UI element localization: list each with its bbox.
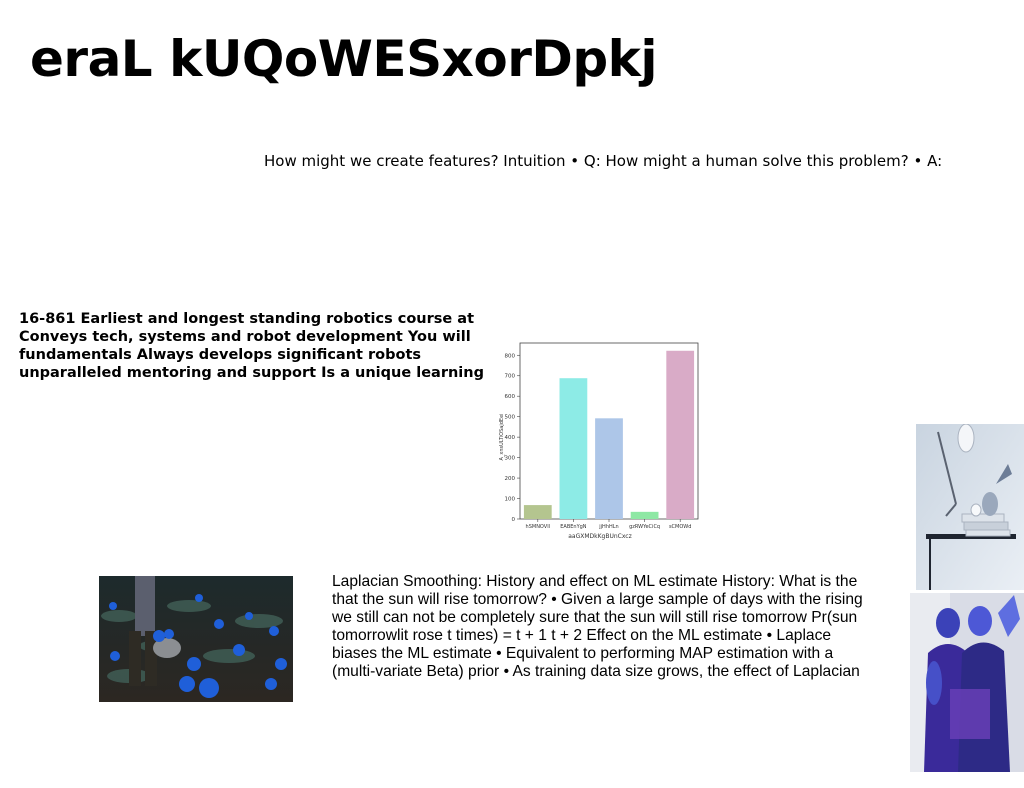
chart-x-axis-label: aaGXMDkKgBUnCxcz [568, 533, 632, 540]
bar-chart-svg: 0 100 200 300 400 500 600 700 800 hSMNOVIl EABEnYg… [499, 342, 699, 540]
chart-x-tick-label: hSMNOVIl [526, 524, 551, 530]
laplace-smoothing-text: Laplacian Smoothing: History and effect … [332, 573, 863, 680]
chart-y-tick-label: 700 [505, 374, 516, 380]
chart-y-tick-label: 600 [505, 394, 516, 400]
chart-y-tick-label: 300 [505, 456, 516, 462]
chart-x-tick-label: gzRWYeCiCq [629, 524, 660, 530]
chart-y-axis-label: A_xnsULTiOSajdEei [499, 413, 505, 460]
bar-chart: 0 100 200 300 400 500 600 700 800 hSMNOVIl EABEnYg… [494, 337, 706, 543]
chart-y-tick-label: 400 [505, 435, 516, 441]
lamp-photo [916, 424, 1024, 590]
chart-y-tick-label: 800 [505, 353, 516, 359]
chart-bar [595, 418, 623, 519]
slide-title: eraL kUQoWESxorDpkj [30, 30, 658, 88]
chart-y-tick-label: 100 [505, 497, 516, 503]
chart-x-tick-label: sCMOWd [669, 524, 691, 530]
course-description: 16-861 Earliest and longest standing rob… [19, 311, 484, 381]
chart-x-tick-label: EABEnYgN [560, 524, 587, 530]
chart-y-tick-label: 200 [505, 476, 516, 482]
intuition-text: How might we create features? Intuition … [264, 152, 943, 170]
chart-bar [630, 511, 659, 519]
chart-y-tick-label: 0 [512, 517, 516, 523]
chart-bar [666, 350, 695, 519]
chart-bar [523, 505, 552, 519]
field-photo [99, 576, 293, 702]
blue-people-photo [910, 593, 1024, 772]
chart-x-tick-label: jjHhHLn [598, 524, 618, 530]
chart-y-tick-label: 500 [505, 415, 516, 421]
chart-bar [559, 378, 588, 519]
